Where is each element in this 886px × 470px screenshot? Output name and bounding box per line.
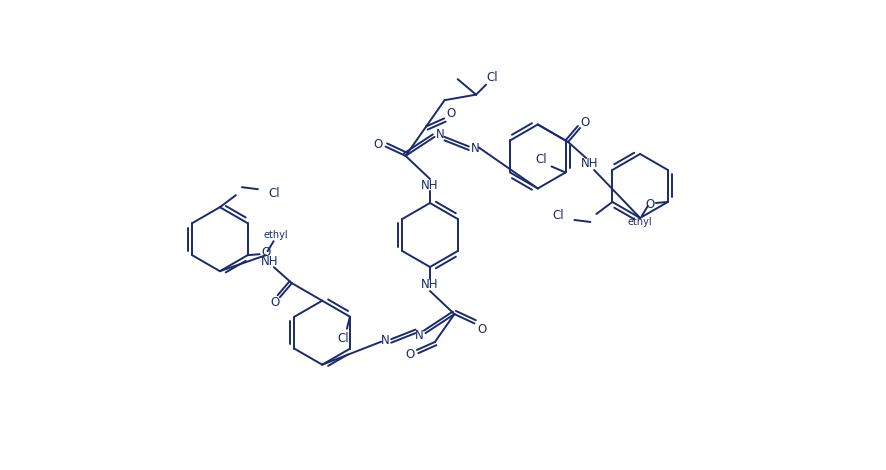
Text: O: O: [405, 348, 414, 361]
Text: Cl: Cl: [552, 210, 563, 222]
Text: N: N: [380, 334, 389, 347]
Text: ethyl: ethyl: [626, 217, 651, 227]
Text: O: O: [270, 296, 279, 309]
Text: O: O: [478, 323, 486, 336]
Text: Cl: Cl: [337, 332, 348, 345]
Text: O: O: [373, 138, 382, 151]
Text: Cl: Cl: [535, 153, 547, 166]
Text: NH: NH: [580, 157, 598, 171]
Text: O: O: [260, 246, 270, 258]
Text: Cl: Cl: [268, 187, 279, 200]
Text: Cl: Cl: [486, 71, 497, 84]
Text: ethyl: ethyl: [263, 230, 288, 240]
Text: N: N: [415, 329, 424, 342]
Text: O: O: [644, 198, 654, 212]
Text: NH: NH: [260, 255, 278, 268]
Text: O: O: [579, 117, 589, 129]
Text: N: N: [470, 142, 478, 155]
Text: N: N: [436, 128, 445, 141]
Text: O: O: [446, 107, 455, 120]
Text: NH: NH: [421, 179, 439, 191]
Text: NH: NH: [421, 279, 439, 291]
